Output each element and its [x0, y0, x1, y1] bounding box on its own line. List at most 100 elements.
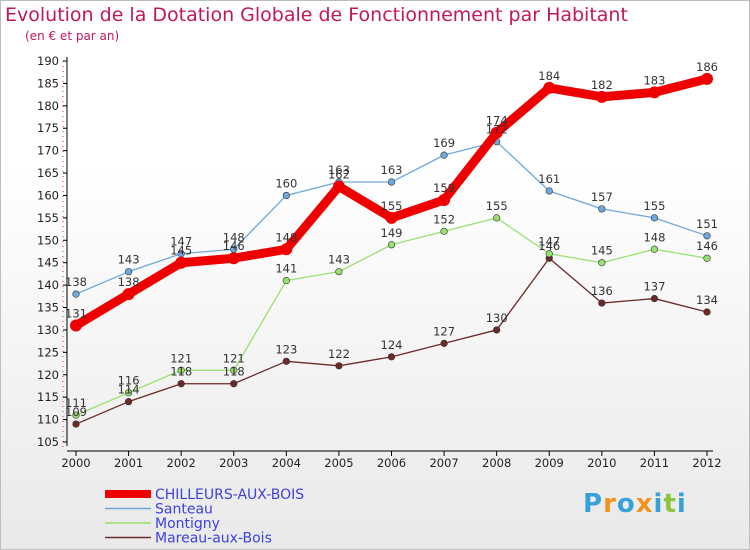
y-tick-label: 150 — [37, 233, 59, 247]
data-label: 130 — [486, 311, 508, 325]
logo-letter: i — [676, 489, 687, 519]
data-label: 147 — [538, 235, 560, 249]
data-label: 174 — [486, 114, 508, 128]
data-label: 152 — [433, 212, 455, 226]
data-label: 182 — [591, 78, 613, 92]
y-tick-label: 155 — [37, 211, 59, 225]
logo-letter: r — [603, 489, 617, 519]
data-point — [438, 193, 451, 206]
data-point — [72, 290, 80, 298]
data-point — [598, 205, 606, 213]
data-point — [598, 299, 606, 307]
y-tick-label: 135 — [37, 301, 59, 315]
data-label: 155 — [486, 199, 508, 213]
data-point — [70, 319, 82, 332]
y-tick-label: 125 — [37, 345, 59, 359]
data-label: 159 — [433, 181, 455, 195]
data-point — [280, 243, 293, 256]
data-point — [335, 268, 343, 276]
y-tick-label: 165 — [37, 166, 59, 180]
legend-label: Montigny — [155, 516, 220, 532]
data-label: 163 — [328, 163, 350, 177]
data-label: 183 — [643, 73, 665, 87]
data-label: 157 — [591, 190, 613, 204]
data-label: 123 — [275, 342, 297, 356]
data-label: 160 — [275, 176, 297, 190]
data-label: 134 — [696, 293, 718, 307]
data-label: 143 — [118, 253, 140, 267]
data-point — [282, 357, 290, 365]
data-point — [282, 277, 290, 285]
data-label: 146 — [223, 239, 245, 253]
legend-label: Santeau — [155, 502, 213, 518]
data-point — [703, 308, 711, 316]
data-point — [175, 256, 188, 269]
data-label: 145 — [591, 244, 613, 258]
data-label: 162 — [328, 168, 350, 182]
y-tick-label: 175 — [37, 121, 59, 135]
data-label: 147 — [170, 235, 192, 249]
data-point — [387, 178, 396, 186]
data-label: 161 — [538, 172, 560, 186]
data-label: 145 — [170, 244, 192, 258]
legend-label: Mareau-aux-Bois — [155, 531, 272, 547]
y-tick-label: 185 — [37, 76, 59, 90]
data-point — [387, 353, 396, 361]
data-point — [545, 187, 553, 195]
data-label: 136 — [591, 284, 613, 298]
y-tick-label: 160 — [37, 188, 59, 202]
data-label: 111 — [65, 396, 87, 410]
data-point — [598, 259, 606, 267]
data-label: 121 — [170, 351, 192, 365]
data-label: 146 — [696, 239, 718, 253]
data-label: 149 — [381, 226, 403, 240]
data-point — [648, 86, 661, 99]
data-point — [124, 389, 133, 397]
data-label: 114 — [118, 383, 140, 397]
data-point — [124, 398, 133, 406]
data-label: 186 — [696, 60, 718, 74]
y-tick-label: 190 — [37, 54, 59, 68]
y-tick-label: 110 — [37, 413, 59, 427]
data-point — [122, 288, 135, 301]
data-point — [227, 252, 240, 265]
data-label: 124 — [381, 338, 403, 352]
y-tick-label: 145 — [37, 256, 59, 270]
logo-letter: i — [653, 489, 664, 519]
data-label: 131 — [65, 306, 87, 320]
x-tick-label: 2001 — [114, 456, 143, 470]
logo-letter: P — [583, 489, 604, 519]
logo-letter: t — [663, 489, 677, 519]
x-tick-label: 2003 — [219, 456, 248, 470]
data-label: 169 — [433, 136, 455, 150]
x-tick-label: 2011 — [640, 456, 669, 470]
data-point — [332, 180, 345, 193]
y-tick-label: 105 — [37, 435, 59, 449]
data-point — [440, 151, 448, 159]
chart-subtitle: (en € et par an) — [25, 29, 120, 43]
data-point — [230, 380, 238, 388]
data-label: 184 — [538, 69, 560, 83]
x-tick-label: 2004 — [272, 456, 301, 470]
data-point — [650, 214, 659, 222]
data-point — [177, 366, 185, 374]
data-label: 122 — [328, 347, 350, 361]
x-tick-label: 2005 — [324, 456, 353, 470]
data-label: 155 — [643, 199, 665, 213]
y-tick-label: 130 — [37, 323, 59, 337]
chart-title: Evolution de la Dotation Globale de Fonc… — [5, 4, 628, 26]
x-tick-label: 2012 — [692, 456, 721, 470]
data-label: 172 — [486, 123, 508, 137]
data-point — [230, 366, 238, 374]
data-point — [493, 214, 501, 222]
data-point — [650, 294, 659, 303]
x-tick-label: 2008 — [482, 456, 511, 470]
data-point — [385, 211, 398, 224]
x-tick-label: 2002 — [167, 456, 196, 470]
data-label: 137 — [643, 280, 665, 294]
data-label: 148 — [643, 230, 665, 244]
data-label: 116 — [118, 374, 140, 388]
y-tick-label: 140 — [37, 278, 59, 292]
data-label: 143 — [328, 253, 350, 267]
